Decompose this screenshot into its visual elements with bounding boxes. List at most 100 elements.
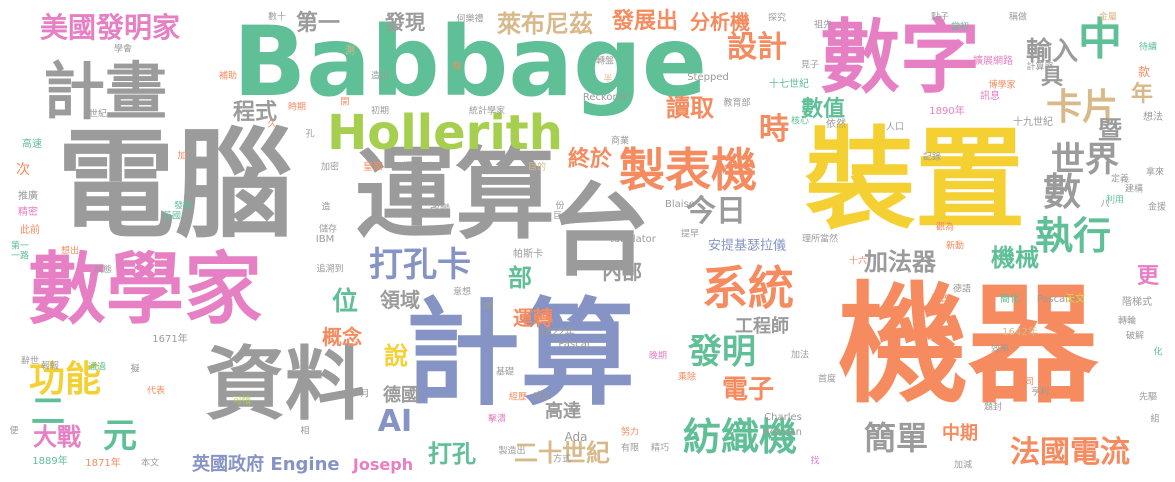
word: 先驅	[1138, 392, 1158, 403]
word: 機械	[991, 244, 1039, 272]
word: 利用	[1105, 195, 1125, 206]
word: 讀取	[666, 94, 714, 122]
word: 提早	[680, 229, 700, 240]
word: 八	[1100, 199, 1110, 210]
word: Charles	[764, 412, 802, 423]
word: Herman	[762, 427, 802, 438]
word: 辭世	[20, 356, 40, 367]
word: 數十	[267, 12, 287, 23]
word: 卡片	[1045, 87, 1119, 128]
word: 美國發明家	[39, 11, 181, 44]
word: 依然	[826, 119, 846, 130]
word: 有限	[620, 443, 640, 454]
word: 發明	[688, 332, 756, 372]
word: 努力	[620, 427, 640, 438]
word: 狀態	[93, 265, 113, 276]
word: 商業	[610, 136, 630, 147]
word: 部	[508, 264, 532, 292]
word: Engine	[270, 454, 340, 475]
word: 簡單	[863, 419, 929, 457]
word: 製造出	[498, 446, 526, 457]
word: 時	[759, 112, 789, 147]
word: 稱做	[1008, 12, 1028, 23]
word: 核心	[790, 116, 810, 127]
word: 人口	[885, 122, 905, 133]
word: 待續	[1138, 42, 1158, 53]
word: 高達	[545, 401, 581, 422]
word: 十九世紀	[1013, 117, 1053, 128]
word: 本文	[140, 458, 160, 469]
word: 二	[31, 392, 65, 432]
word: 程式	[232, 100, 278, 125]
word: 可惜	[232, 396, 252, 407]
word: 公司	[1015, 377, 1035, 388]
word: 紡織機	[682, 415, 798, 459]
word: 終於	[567, 147, 613, 172]
word: 金屬	[1098, 12, 1118, 23]
word: 1642年	[1002, 327, 1038, 338]
word: 領域	[380, 288, 420, 312]
word: 工程師	[735, 316, 789, 337]
word: 發展出	[611, 9, 679, 34]
word: 具	[1040, 65, 1064, 90]
word: 德語	[952, 284, 972, 295]
word: 經歷	[508, 392, 528, 403]
word: Pascaline	[1036, 294, 1084, 305]
word: 製表機	[619, 143, 757, 197]
word: 加法器	[864, 248, 936, 276]
word: 拿來	[1145, 167, 1165, 178]
word: 打孔卡	[369, 245, 471, 285]
word: Blaise	[665, 199, 695, 210]
word: 英國	[162, 211, 182, 222]
word: 款	[1137, 65, 1151, 79]
word: 十六	[848, 256, 868, 267]
word: 定義	[1110, 174, 1130, 185]
word: 教育部	[723, 98, 751, 109]
word: 相	[300, 426, 310, 437]
word: 新動	[945, 241, 965, 252]
word: 測	[345, 46, 355, 57]
word: 電子	[721, 375, 775, 405]
word: 加密	[320, 162, 340, 173]
word: 當初	[950, 22, 970, 33]
word: 數字	[820, 11, 980, 104]
word: 造	[321, 202, 331, 213]
word: 世界	[1051, 140, 1119, 180]
word: 探究	[767, 13, 787, 24]
word: 記錄	[922, 152, 942, 163]
word: 訊息	[980, 91, 1000, 102]
word: 電腦	[56, 116, 294, 254]
word: 中	[1078, 14, 1122, 65]
word: 月	[360, 389, 370, 400]
word: 年	[1130, 82, 1154, 107]
word: 點子	[930, 12, 950, 23]
word: 想出	[60, 246, 80, 257]
word: 加法	[790, 350, 810, 361]
word: 皇家	[363, 162, 383, 173]
word: 此前	[20, 225, 40, 236]
word: 亨利	[1030, 387, 1050, 398]
word: 英國政府	[192, 454, 264, 475]
word: 1871年	[85, 458, 121, 469]
word: 說	[384, 342, 408, 370]
word: 找	[810, 456, 820, 467]
word: 金援	[1147, 202, 1167, 213]
word: 更	[1136, 264, 1160, 289]
word: 觀為	[935, 222, 955, 233]
word: 擴展網路	[973, 56, 1013, 67]
word: 萊布尼茲	[497, 10, 593, 38]
word: 推廣	[18, 191, 38, 202]
word: 簡化	[1000, 294, 1020, 305]
word: 運轉	[513, 306, 553, 330]
word: 世紀	[88, 109, 108, 120]
word: 計算	[404, 287, 636, 422]
word: 數值	[800, 97, 846, 122]
word: Stepped	[687, 72, 729, 83]
word: 基礎	[495, 367, 515, 378]
word: 十七世紀	[769, 79, 809, 90]
word: 晚期	[648, 351, 668, 362]
word: 精巧	[650, 443, 670, 454]
word: 今日	[686, 194, 746, 229]
word: 大戰	[33, 423, 81, 451]
word: 1890年	[929, 106, 965, 117]
